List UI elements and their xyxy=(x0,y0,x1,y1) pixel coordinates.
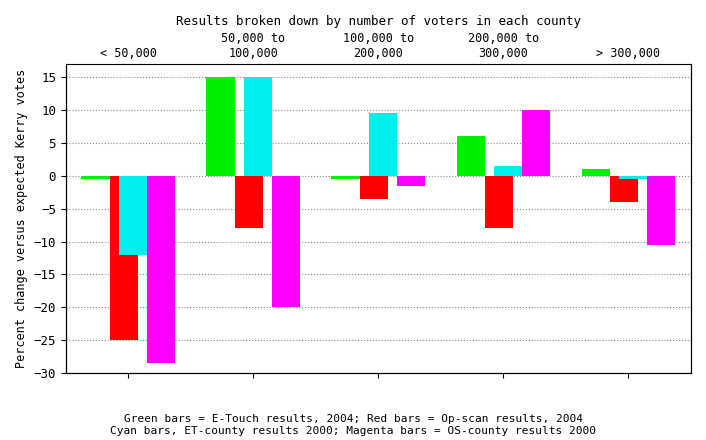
Bar xyxy=(244,77,272,176)
Bar xyxy=(119,176,147,255)
Bar xyxy=(485,176,513,228)
Bar xyxy=(369,114,397,176)
X-axis label: Results broken down by number of voters in each county: Results broken down by number of voters … xyxy=(176,15,581,28)
Bar xyxy=(522,110,550,176)
Bar xyxy=(457,136,485,176)
Bar xyxy=(206,77,234,176)
Bar xyxy=(494,166,522,176)
Bar xyxy=(359,176,388,199)
Bar xyxy=(234,176,263,228)
Bar xyxy=(81,176,109,179)
Bar xyxy=(147,176,175,363)
Bar xyxy=(619,176,647,179)
Bar xyxy=(647,176,676,245)
Bar xyxy=(610,176,638,202)
Bar xyxy=(332,176,359,179)
Text: Green bars = E-Touch results, 2004; Red bars = Op-scan results, 2004
Cyan bars, : Green bars = E-Touch results, 2004; Red … xyxy=(110,414,596,436)
Bar xyxy=(109,176,138,340)
Y-axis label: Percent change versus expected Kerry votes: Percent change versus expected Kerry vot… xyxy=(15,69,28,368)
Bar xyxy=(397,176,425,186)
Bar xyxy=(582,169,610,176)
Bar xyxy=(272,176,300,307)
